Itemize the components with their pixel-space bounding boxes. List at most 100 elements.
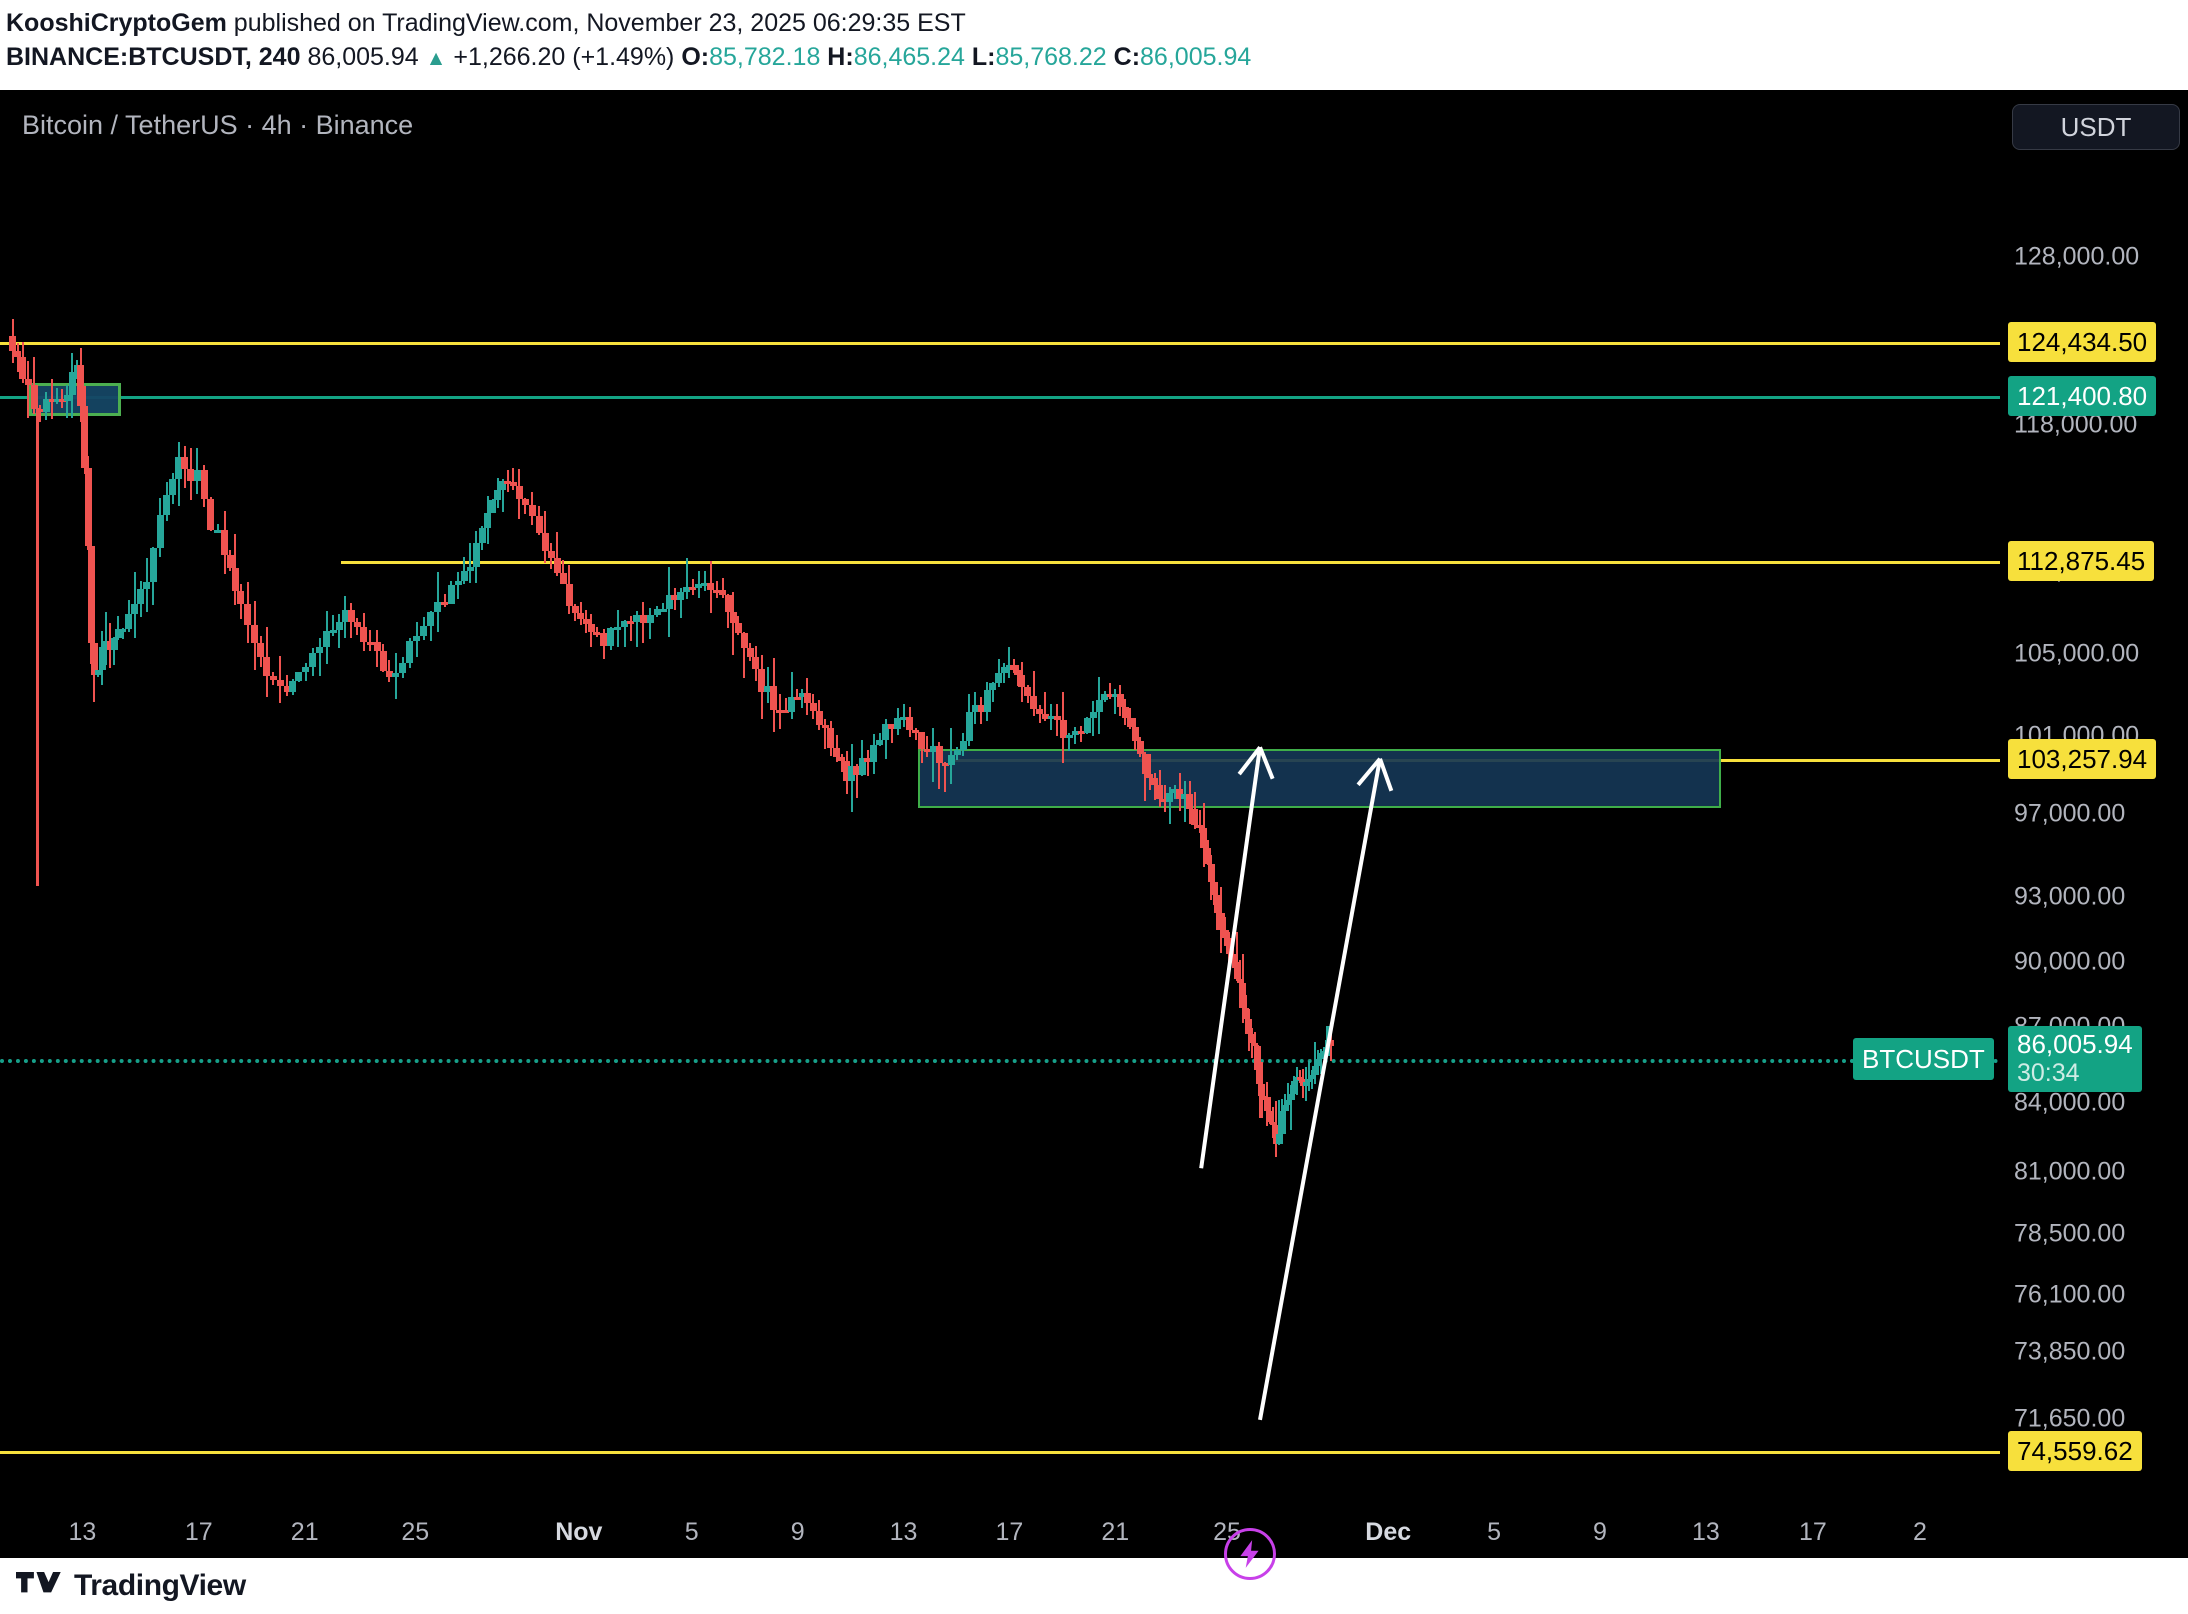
chart-plot-area[interactable]: Bitcoin / TetherUS · 4h · Binance — [0, 90, 2000, 1502]
lightning-bolt-icon[interactable] — [1224, 1528, 1276, 1580]
candle-body — [341, 610, 349, 622]
projection-arrow-1[interactable] — [1199, 745, 1275, 1169]
candle-body — [63, 394, 71, 402]
candle-body — [1275, 1133, 1283, 1145]
candle-body — [98, 646, 106, 671]
price-level-tag[interactable]: 74,559.62 — [2008, 1430, 2142, 1471]
candle-body — [81, 405, 89, 468]
candle-body — [929, 746, 937, 753]
open-key: O: — [681, 43, 710, 71]
price-level-tag[interactable]: 112,875.45 — [2008, 541, 2155, 582]
price-level-tag[interactable]: 121,400.80 — [2008, 375, 2157, 416]
projection-arrow-2[interactable] — [1258, 757, 1394, 1421]
candle-wick — [1044, 692, 1047, 722]
publication-header: KooshiCryptoGem published on TradingView… — [0, 0, 2188, 90]
candle-body — [1245, 1018, 1253, 1034]
time-tick: 17 — [1799, 1518, 1827, 1546]
candle-body — [1287, 1094, 1295, 1100]
currency-pill[interactable]: USDT — [2012, 104, 2180, 150]
candle-body — [724, 594, 732, 612]
time-tick: 21 — [290, 1518, 319, 1546]
candle-body — [399, 663, 407, 674]
candle-body — [947, 755, 955, 765]
symbol-price-badge[interactable]: BTCUSDT — [1853, 1038, 1994, 1081]
candle-body — [24, 379, 32, 385]
candle-wick — [1148, 754, 1151, 791]
candle-wick — [721, 578, 724, 598]
candle-body — [447, 584, 455, 605]
close-value: 86,005.94 — [1140, 43, 1252, 71]
candle-body — [1186, 794, 1194, 809]
candle-body — [1308, 1074, 1316, 1080]
candle-wick — [926, 735, 929, 757]
price-axis[interactable]: USDT 128,000.00123,000.00118,000.00109,0… — [1853, 90, 2188, 1502]
candle-body — [175, 457, 183, 480]
candle-body — [553, 557, 561, 573]
candle-wick — [878, 732, 881, 746]
candle-body — [621, 620, 629, 627]
candle-wick — [784, 697, 787, 713]
candle-body — [788, 697, 796, 712]
candle-body — [683, 587, 691, 592]
current-price-tag[interactable]: 86,005.94 30:34 — [2008, 1026, 2142, 1093]
time-tick: 17 — [995, 1518, 1024, 1546]
candle-body — [110, 637, 118, 650]
candle-body — [782, 709, 790, 713]
candle-body — [360, 627, 368, 642]
candle-body — [719, 590, 727, 595]
candle-body — [707, 583, 715, 590]
candle-body — [1327, 1039, 1335, 1047]
price-level-tag[interactable]: 124,434.50 — [2008, 321, 2157, 362]
candle-body — [1302, 1081, 1310, 1086]
up-triangle-icon: ▲ — [425, 47, 447, 70]
time-tick: 25 — [401, 1518, 430, 1546]
candle-body — [406, 640, 414, 664]
candle-body — [1077, 730, 1085, 734]
candle-body — [9, 336, 17, 352]
candle-wick — [117, 616, 120, 640]
low-value: 85,768.22 — [995, 43, 1107, 71]
candle-wick — [1239, 959, 1241, 996]
candle-body — [1041, 713, 1049, 719]
candle-body — [1311, 1065, 1319, 1075]
candle-body — [528, 505, 536, 516]
candle-body — [137, 589, 145, 604]
candle-wick — [902, 704, 905, 728]
candle-body — [912, 730, 920, 734]
candle-body — [1242, 1007, 1250, 1019]
candle-body — [347, 610, 355, 622]
candle-body — [427, 612, 435, 626]
price-tick: 76,100.00 — [2014, 1280, 2126, 1309]
candle-body — [499, 481, 507, 490]
candle-body — [1024, 686, 1032, 697]
candle-body — [935, 746, 943, 763]
demand-zone[interactable] — [917, 748, 1722, 808]
candle-body — [1053, 715, 1061, 720]
candle-body — [237, 591, 245, 605]
candle-body — [1014, 669, 1022, 676]
candle-wick — [469, 543, 472, 583]
candle-body — [77, 364, 85, 406]
candle-body — [607, 627, 615, 646]
candle-body — [1191, 808, 1199, 826]
time-axis[interactable]: 13 17 21 25 Nov 5 9 13 17 21 25 Dec 5 9 13 17 2 — [0, 1502, 2188, 1558]
price-level-tag[interactable]: 103,257.94 — [2008, 738, 2157, 779]
candle-body — [379, 651, 387, 672]
candle-wick — [27, 360, 30, 419]
candle-body — [659, 608, 667, 612]
candle-body — [276, 679, 284, 686]
candle-body — [815, 711, 823, 725]
candle-wick — [512, 467, 515, 490]
candle-body — [821, 724, 829, 728]
tradingview-logo-icon — [16, 1571, 61, 1593]
candle-body — [1047, 715, 1055, 719]
candle-body — [833, 748, 841, 757]
candle-body — [30, 384, 38, 410]
candle-body — [1161, 798, 1169, 802]
candle-wick — [1168, 786, 1171, 824]
change-absolute: +1,266.20 — [453, 43, 566, 71]
candle-body — [541, 532, 549, 551]
candle-wick — [443, 593, 446, 607]
candle-body — [231, 567, 239, 592]
time-tick: 13 — [68, 1518, 97, 1546]
